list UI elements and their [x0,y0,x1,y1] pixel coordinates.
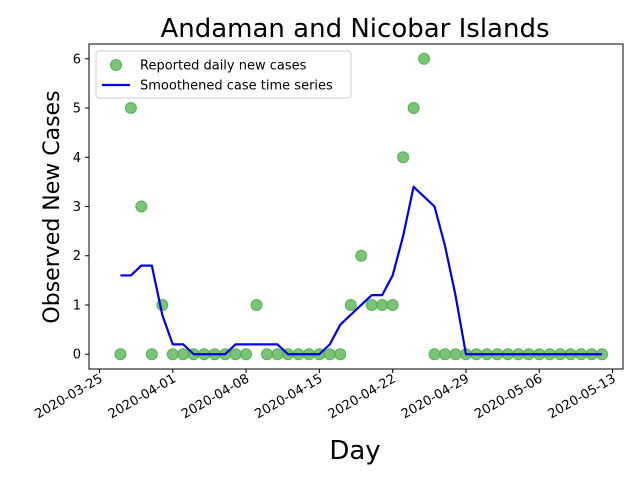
data-point [355,249,368,262]
data-point [439,348,451,361]
y-axis-label: Observed New Cases [40,90,65,323]
legend-marker [110,59,122,71]
series-line [120,185,603,356]
y-tick-label: 1 [73,298,81,313]
data-point [166,348,179,361]
x-tick-label: 2020-05-13 [546,371,619,422]
data-point [428,348,441,361]
data-point [334,348,347,361]
data-point [386,298,399,311]
y-tick-label: 2 [73,249,81,264]
y-tick-label: 6 [73,52,81,67]
data-point [344,298,357,311]
data-point [250,298,263,311]
data-point [418,52,431,65]
x-tick-label: 2020-05-06 [472,371,545,422]
legend: Reported daily new cases Smoothened case … [95,50,352,99]
x-tick-label: 2020-04-22 [326,371,399,422]
y-tick-label: 3 [73,200,81,215]
chart-marks [114,52,609,361]
x-tick-label: 2020-04-08 [179,371,252,422]
data-point [365,298,378,311]
x-tick-label: 2020-03-25 [33,371,106,422]
data-point [240,348,253,361]
data-point [271,348,284,361]
data-point [177,348,190,361]
chart-title: Andaman and Nicobar Islands [160,14,549,44]
legend-box [95,50,352,99]
data-point [124,102,137,115]
data-point [229,348,242,361]
data-point [449,348,462,361]
data-point [135,200,148,213]
data-point [114,348,127,361]
data-point [407,102,420,115]
plot-frame [88,43,624,370]
y-tick-label: 4 [73,151,81,166]
data-point [145,348,158,361]
legend-label: Reported daily new cases [140,59,307,74]
legend-label: Smoothened case time series [140,79,333,94]
data-point [323,348,336,361]
y-tick-label: 5 [73,102,81,117]
data-point [376,298,389,311]
x-tick-label: 2020-04-29 [399,371,472,422]
x-tick-label: 2020-04-01 [106,371,179,422]
data-point [261,348,273,361]
x-tick-label: 2020-04-15 [252,371,325,422]
x-axis-label: Day [329,436,380,466]
y-tick-label: 0 [73,348,81,363]
data-point [397,151,410,164]
